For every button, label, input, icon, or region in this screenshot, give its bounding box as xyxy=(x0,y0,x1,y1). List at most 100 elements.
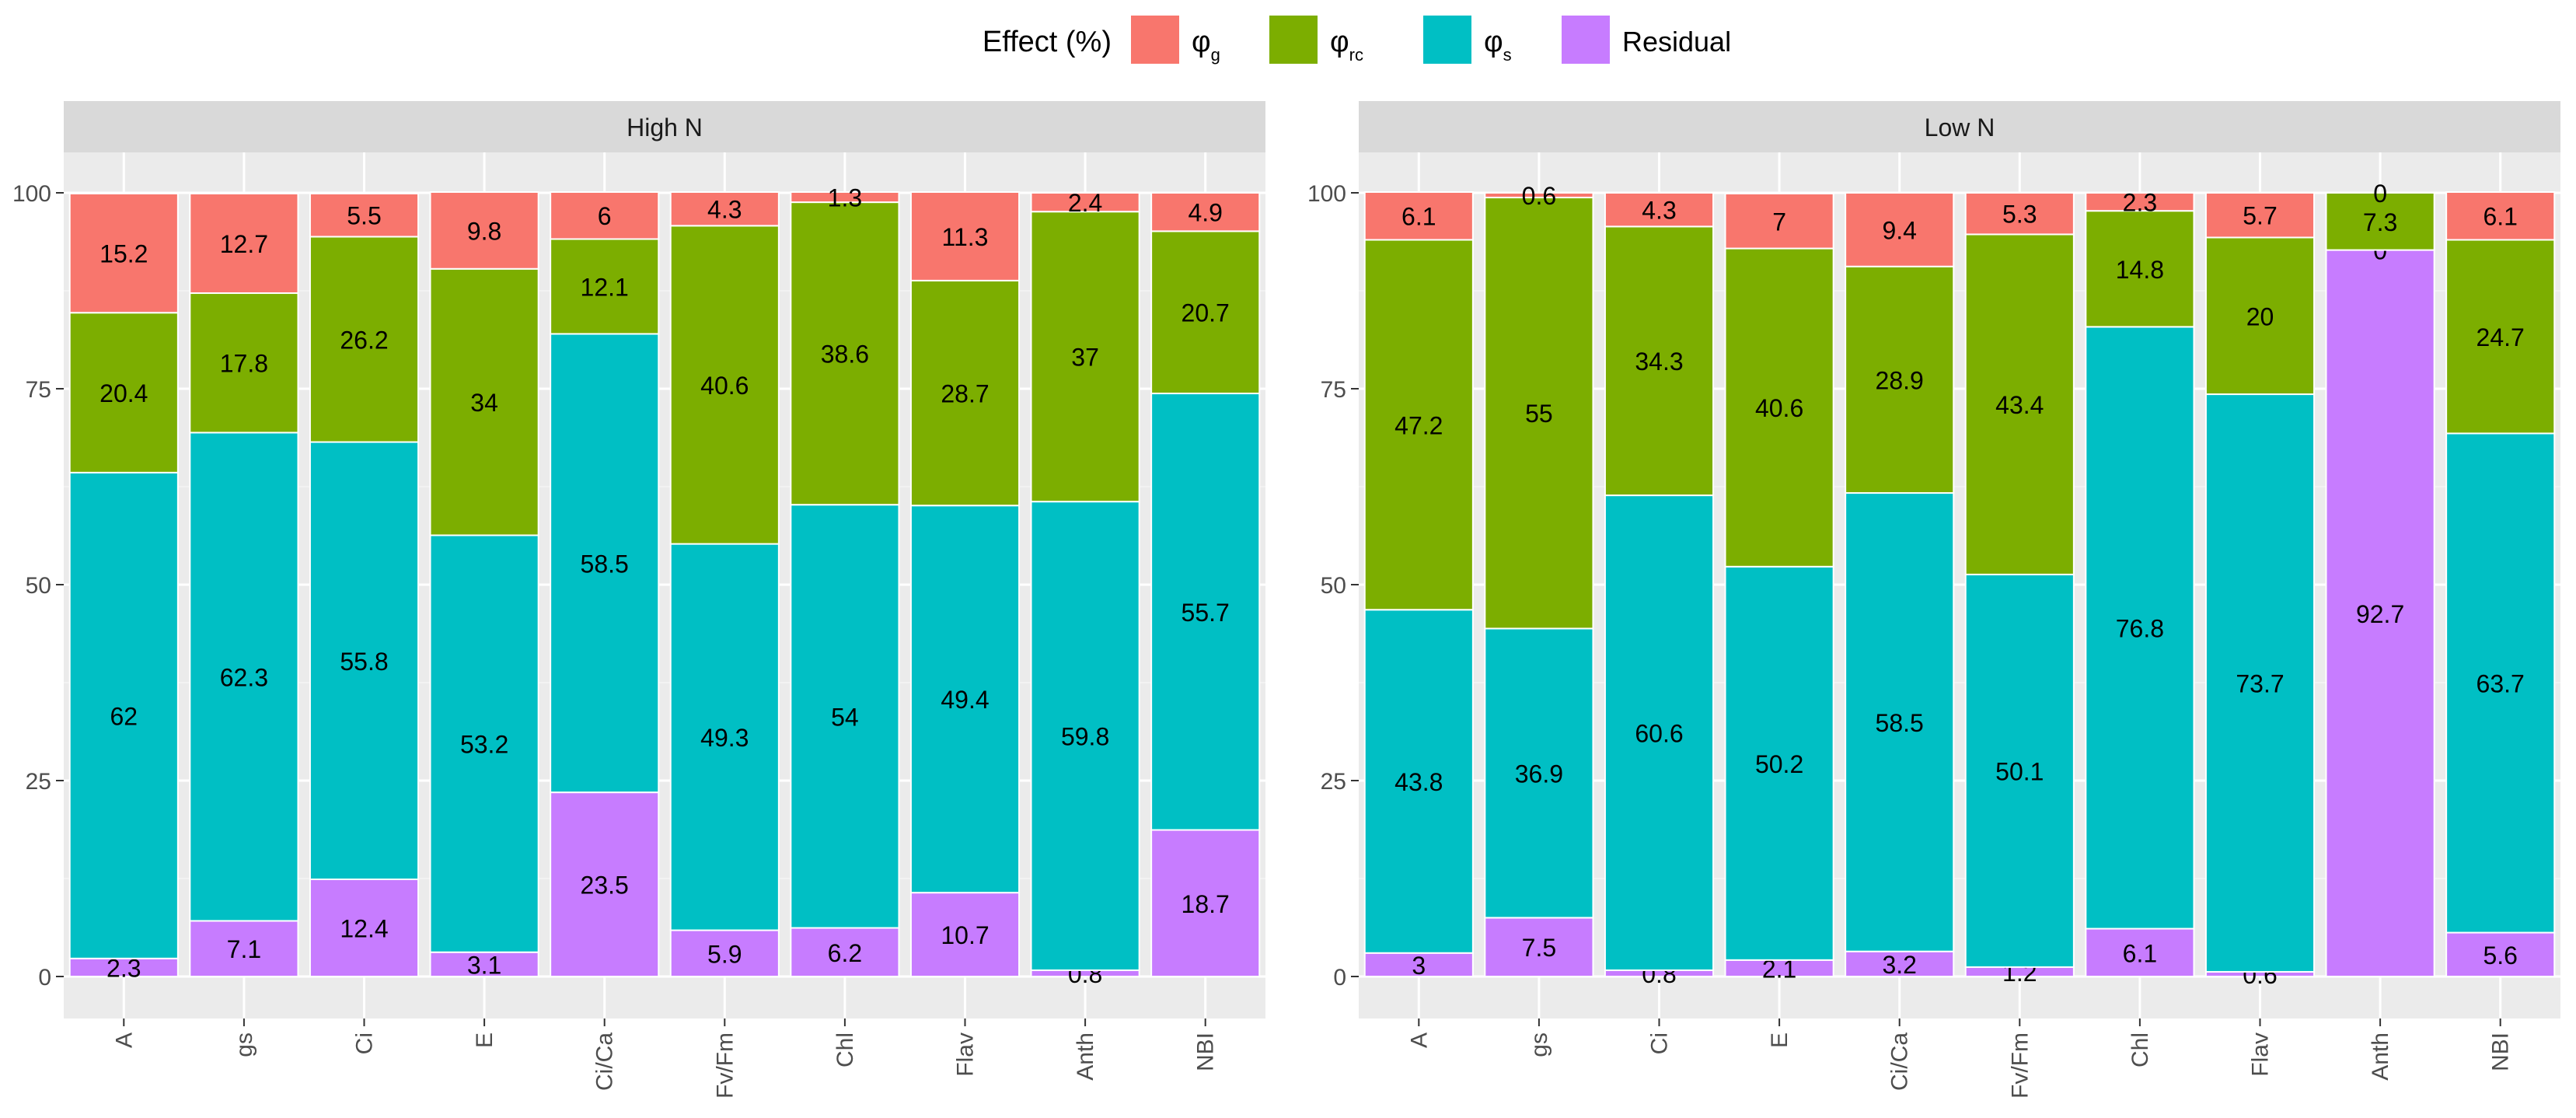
bar-segment xyxy=(189,292,299,434)
bar-segment xyxy=(909,892,1021,978)
bar-segment xyxy=(669,190,780,227)
bar-segment xyxy=(1150,192,1261,232)
bar-segment xyxy=(309,879,420,978)
bar-segment xyxy=(1484,192,1594,199)
data-label: 73.7 xyxy=(2236,670,2284,698)
bar-segment xyxy=(1604,494,1715,971)
bar-segment xyxy=(68,312,179,473)
bar-stack-flav: 10.7 49.4 28.7 11.3 xyxy=(909,190,1021,978)
data-label: 26.2 xyxy=(340,326,388,354)
bar-stack-nbi: 5.6 63.7 24.7 6.1 xyxy=(2445,190,2556,978)
data-label: 58.5 xyxy=(581,550,629,578)
panel-high-n: High N02550751002.36220.415.2A7.162.317.… xyxy=(12,101,1265,1099)
y-tick-label: 0 xyxy=(38,965,51,990)
bar-segment xyxy=(1964,573,2075,968)
data-label: 28.9 xyxy=(1876,366,1924,394)
bar-segment xyxy=(1484,917,1594,978)
data-label: 9.4 xyxy=(1882,216,1916,244)
x-tick-label: Flav xyxy=(953,1032,979,1077)
x-tick-label: Ci/Ca xyxy=(1887,1032,1913,1091)
bar-segment xyxy=(429,190,539,270)
y-tick-label: 25 xyxy=(26,769,51,795)
bar-segment xyxy=(1604,225,1715,497)
legend-key-rc xyxy=(1269,16,1318,64)
bar-segment xyxy=(1845,950,1955,978)
legend-label-res: Residual xyxy=(1622,26,1731,58)
bar-segment xyxy=(909,505,1021,894)
x-tick-label: Ci xyxy=(352,1032,378,1054)
data-label: 17.8 xyxy=(220,350,268,378)
data-label: 49.3 xyxy=(700,724,749,752)
data-label: 58.5 xyxy=(1876,709,1924,737)
bar-segment xyxy=(550,238,660,335)
bar-stack-e: 2.150.240.67 xyxy=(1724,193,1834,983)
data-label: 5.6 xyxy=(2483,942,2517,970)
legend-key-g xyxy=(1131,16,1179,64)
data-label: 23.5 xyxy=(581,872,629,900)
data-label: 2.4 xyxy=(1068,189,1102,217)
x-tick-label: E xyxy=(1767,1032,1792,1048)
data-label: 12.1 xyxy=(581,273,629,301)
x-tick-label: Flav xyxy=(2248,1032,2274,1077)
panel-low-n: Low N 0 25 50 75 100 3 43.8 47.2 6.1 A 7.5 36.9 55 0.6… xyxy=(1307,101,2560,1099)
bar-segment xyxy=(1964,192,2075,236)
data-label: 5.9 xyxy=(707,940,742,968)
bar-stack-fv-fm: 5.9 49.3 40.6 4.3 xyxy=(669,190,780,977)
facet-title: Low N xyxy=(1925,114,1995,141)
bar-segment xyxy=(1604,192,1715,228)
bar-segment xyxy=(790,190,900,204)
y-tick-label: 75 xyxy=(1321,377,1346,403)
bar-segment xyxy=(1724,193,1834,250)
data-label: 55.7 xyxy=(1182,599,1230,627)
data-label: 62.3 xyxy=(220,663,268,691)
legend-key-res xyxy=(1562,16,1610,64)
data-label: 34 xyxy=(470,389,498,417)
data-label: 24.7 xyxy=(2477,323,2525,351)
bar-segment xyxy=(550,333,660,794)
bar-segment xyxy=(1845,492,1955,952)
data-label: 6 xyxy=(598,202,612,230)
legend-key-s xyxy=(1423,16,1471,64)
bar-segment xyxy=(68,193,179,314)
data-label: 11.3 xyxy=(942,223,989,251)
bar-segment xyxy=(2445,190,2556,241)
data-label: 7.1 xyxy=(227,935,261,963)
x-tick-label: Anth xyxy=(2368,1032,2393,1081)
data-label: 34.3 xyxy=(1635,348,1683,376)
data-label: 92.7 xyxy=(2356,600,2404,628)
data-label: 14.8 xyxy=(2116,256,2164,284)
x-tick-label: gs xyxy=(1527,1032,1552,1057)
data-label: 50.1 xyxy=(1995,757,2044,785)
data-label: 6.2 xyxy=(828,939,862,967)
legend: Effect (%) φg φrc φs Residual xyxy=(983,16,1731,65)
bar-segment xyxy=(2204,192,2316,239)
data-label: 55.8 xyxy=(340,648,388,676)
bar-segment xyxy=(189,431,299,922)
legend-label-rc: φrc xyxy=(1330,26,1363,65)
bar-segment xyxy=(669,225,780,545)
bar-segment xyxy=(2204,393,2316,973)
data-label: 38.6 xyxy=(821,341,869,369)
data-label: 3.1 xyxy=(467,951,501,979)
bar-segment xyxy=(309,193,420,238)
x-tick-label: Fv/Fm xyxy=(712,1032,738,1099)
legend-title: Effect (%) xyxy=(983,26,1112,58)
data-label: 4.9 xyxy=(1188,199,1222,227)
bar-segment xyxy=(1484,627,1594,919)
bar-segment xyxy=(2085,326,2195,930)
bar-segment xyxy=(550,791,660,977)
bar-segment xyxy=(1363,239,1474,611)
bar-stack-ci-ca: 3.2 58.5 28.9 9.4 xyxy=(1845,192,1955,979)
x-tick-label: A xyxy=(111,1032,137,1048)
data-label: 15.2 xyxy=(99,240,148,268)
x-tick-label: Chl xyxy=(2127,1032,2153,1067)
data-label: 18.7 xyxy=(1182,890,1230,918)
data-label: 6.1 xyxy=(2123,939,2157,967)
bar-segment xyxy=(2085,210,2195,328)
data-label: 50.2 xyxy=(1755,750,1803,778)
legend-label-s: φs xyxy=(1484,26,1512,65)
y-tick-label: 75 xyxy=(26,377,51,403)
